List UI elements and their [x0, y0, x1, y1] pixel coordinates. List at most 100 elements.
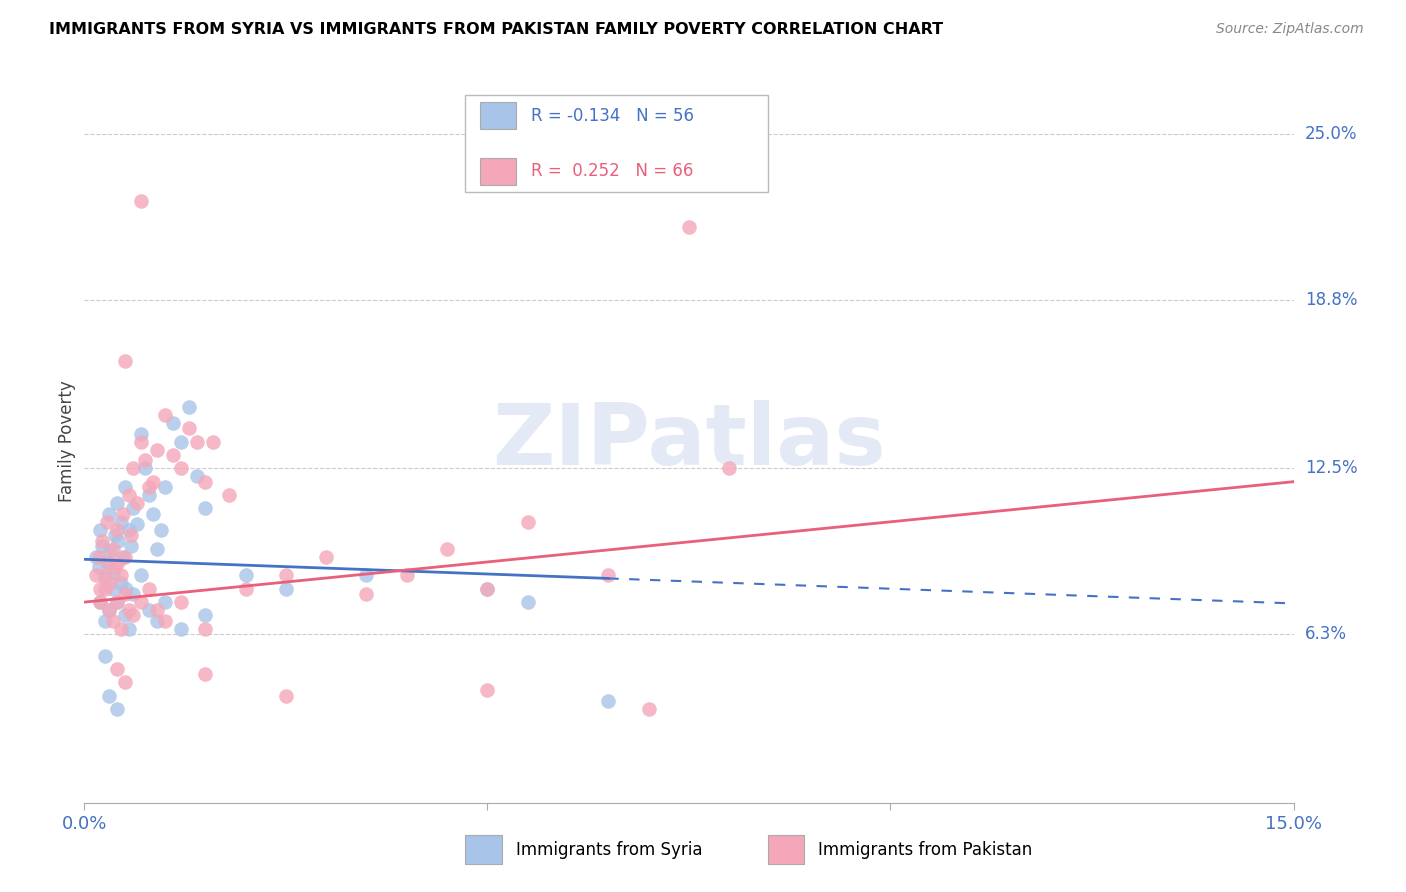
Point [120, 528, 142, 542]
Bar [768, 835, 804, 864]
Point [104, 528, 127, 542]
Point [110, 568, 132, 582]
Point [179, 421, 201, 435]
Point [96, 555, 118, 569]
Point [121, 461, 143, 475]
Text: 18.8%: 18.8% [1305, 291, 1357, 309]
Point [170, 461, 193, 475]
Point [129, 434, 152, 449]
Point [235, 582, 257, 596]
Point [138, 582, 160, 596]
Point [477, 683, 499, 698]
Point [149, 523, 172, 537]
Point [93, 648, 115, 663]
Text: 12.5%: 12.5% [1305, 459, 1357, 477]
Point [86, 549, 108, 564]
Point [146, 442, 169, 457]
Point [118, 488, 141, 502]
Text: R = -0.134   N = 56: R = -0.134 N = 56 [530, 107, 693, 125]
Text: 25.0%: 25.0% [1305, 125, 1357, 143]
Point [477, 582, 499, 596]
Point [115, 582, 138, 596]
Point [274, 568, 297, 582]
Point [170, 434, 193, 449]
Point [162, 416, 184, 430]
Point [97, 555, 120, 569]
Point [153, 480, 176, 494]
Point [97, 603, 120, 617]
Point [436, 541, 458, 556]
Point [194, 501, 217, 516]
Point [93, 568, 115, 582]
Point [153, 614, 176, 628]
Point [97, 603, 120, 617]
Point [93, 571, 115, 585]
Point [194, 608, 217, 623]
Point [235, 568, 257, 582]
Point [118, 603, 141, 617]
Point [134, 453, 156, 467]
Bar [479, 158, 516, 185]
Point [678, 220, 700, 235]
Point [105, 595, 128, 609]
Point [598, 694, 620, 708]
Point [105, 702, 128, 716]
Text: Immigrants from Syria: Immigrants from Syria [516, 841, 703, 859]
Point [114, 549, 136, 564]
Point [186, 434, 208, 449]
Point [89, 595, 111, 609]
Point [101, 566, 124, 580]
Text: R =  0.252   N = 66: R = 0.252 N = 66 [530, 162, 693, 180]
Point [105, 496, 128, 510]
Point [179, 400, 201, 414]
Point [118, 523, 141, 537]
Point [129, 595, 152, 609]
Point [516, 595, 538, 609]
Text: Source: ZipAtlas.com: Source: ZipAtlas.com [1216, 22, 1364, 37]
Point [118, 622, 141, 636]
Point [93, 582, 115, 596]
Text: Immigrants from Pakistan: Immigrants from Pakistan [818, 841, 1032, 859]
Point [218, 488, 240, 502]
Point [194, 622, 217, 636]
Point [107, 533, 129, 548]
Point [146, 614, 169, 628]
Point [146, 603, 169, 617]
Point [97, 689, 120, 703]
Bar [465, 835, 502, 864]
Point [516, 515, 538, 529]
Point [121, 501, 143, 516]
Point [105, 523, 128, 537]
Point [98, 544, 121, 558]
Point [162, 448, 184, 462]
Point [142, 507, 165, 521]
Point [112, 549, 135, 564]
Point [121, 608, 143, 623]
Point [138, 488, 160, 502]
Point [121, 587, 143, 601]
Point [112, 507, 135, 521]
Point [170, 622, 193, 636]
Point [125, 517, 148, 532]
Point [202, 434, 225, 449]
Point [194, 475, 217, 489]
Point [101, 614, 124, 628]
Point [114, 675, 136, 690]
Point [120, 539, 142, 553]
Point [93, 614, 115, 628]
Point [89, 595, 111, 609]
Text: IMMIGRANTS FROM SYRIA VS IMMIGRANTS FROM PAKISTAN FAMILY POVERTY CORRELATION CHA: IMMIGRANTS FROM SYRIA VS IMMIGRANTS FROM… [49, 22, 943, 37]
Point [274, 689, 297, 703]
Point [718, 461, 741, 475]
Point [186, 469, 208, 483]
Point [114, 480, 136, 494]
Point [138, 603, 160, 617]
Point [637, 702, 659, 716]
Point [356, 568, 378, 582]
Point [91, 539, 114, 553]
Text: 6.3%: 6.3% [1305, 625, 1347, 643]
Y-axis label: Family Poverty: Family Poverty [58, 381, 76, 502]
Point [138, 480, 160, 494]
Point [97, 507, 120, 521]
Point [105, 595, 128, 609]
